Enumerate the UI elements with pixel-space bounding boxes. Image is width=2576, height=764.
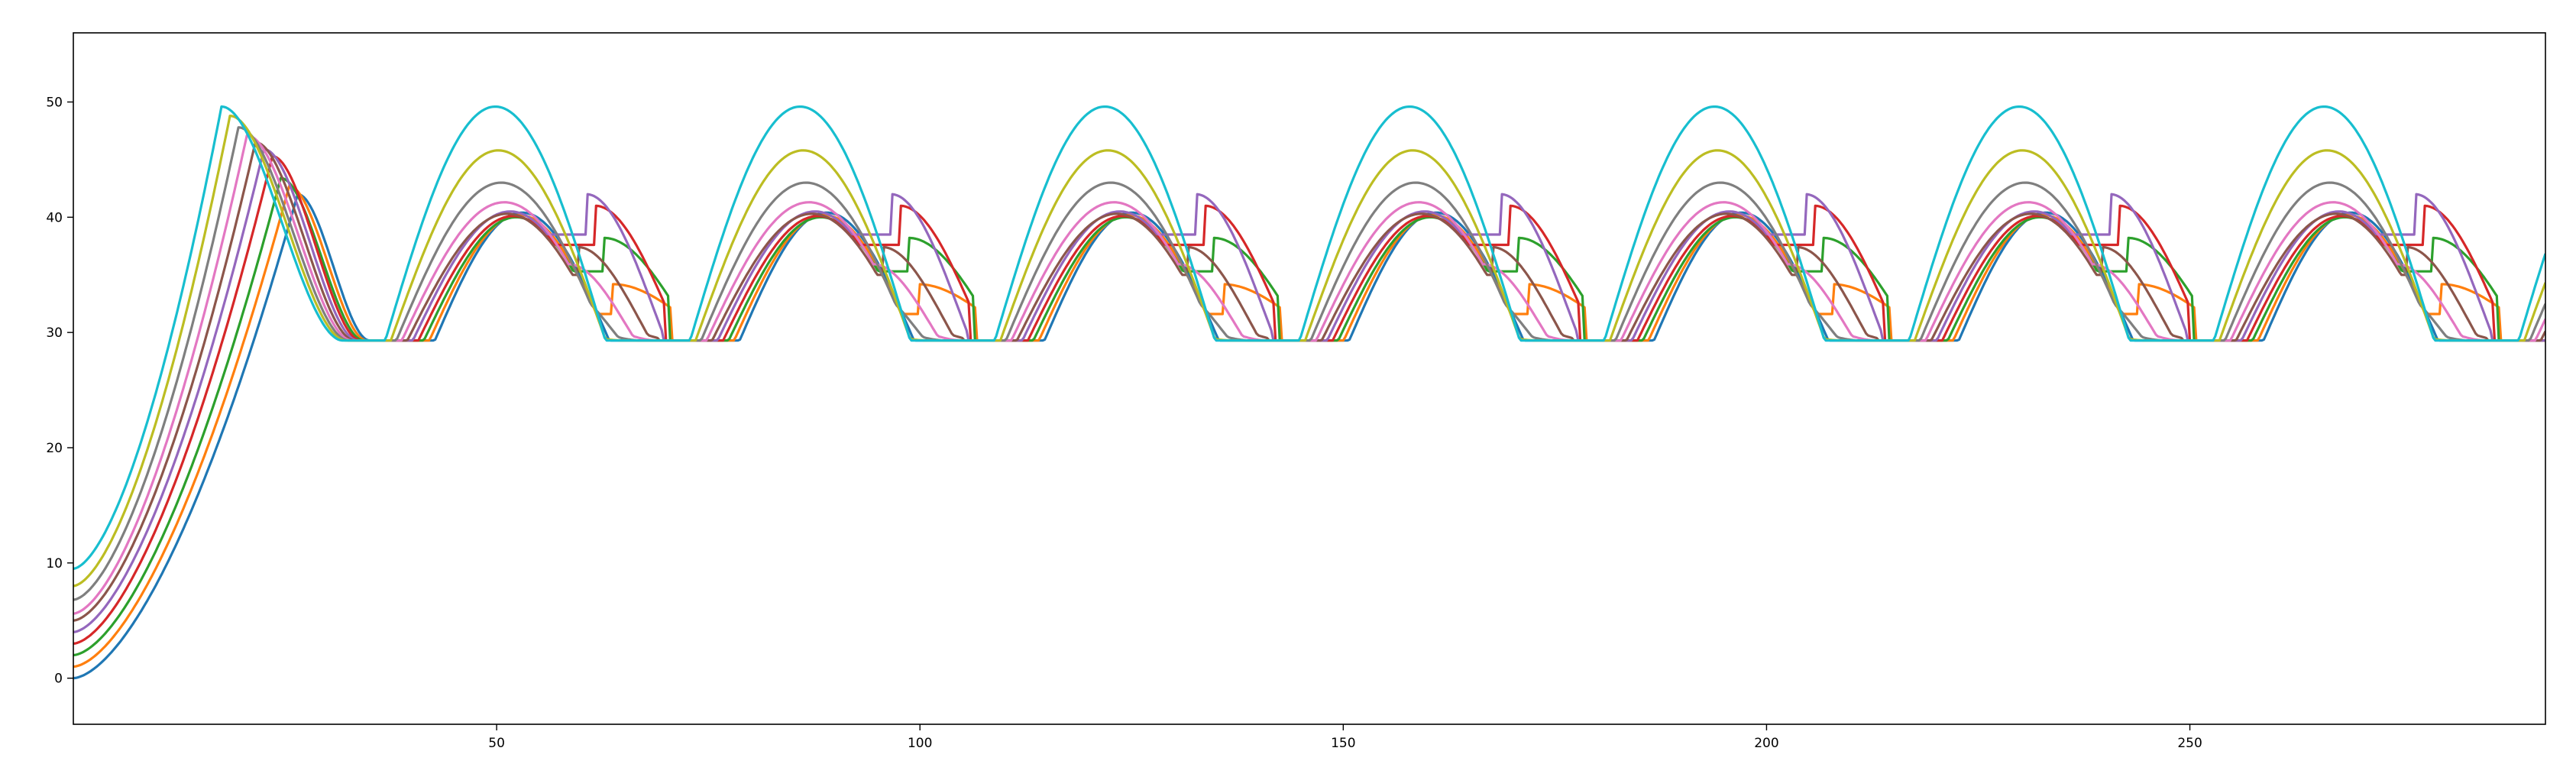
series-line [73, 105, 2545, 570]
x-tick-label: 150 [1331, 736, 1355, 751]
x-tick-label: 200 [1754, 736, 1778, 751]
series-layer [73, 105, 2545, 680]
y-axis: 0 10 20 30 40 50 [46, 96, 73, 687]
series-line [73, 126, 2545, 601]
plot-frame [73, 32, 2546, 725]
x-axis: 50 100 150 200 250 [488, 724, 2202, 751]
y-tick-label: 40 [46, 210, 63, 225]
x-tick-label: 250 [2177, 736, 2202, 751]
y-tick-label: 20 [46, 441, 63, 456]
y-tick-label: 0 [54, 672, 63, 687]
x-tick-label: 100 [908, 736, 932, 751]
x-tick-label: 50 [488, 736, 505, 751]
y-tick-label: 50 [46, 96, 63, 111]
y-tick-label: 10 [46, 556, 63, 571]
y-tick-label: 30 [46, 325, 63, 341]
